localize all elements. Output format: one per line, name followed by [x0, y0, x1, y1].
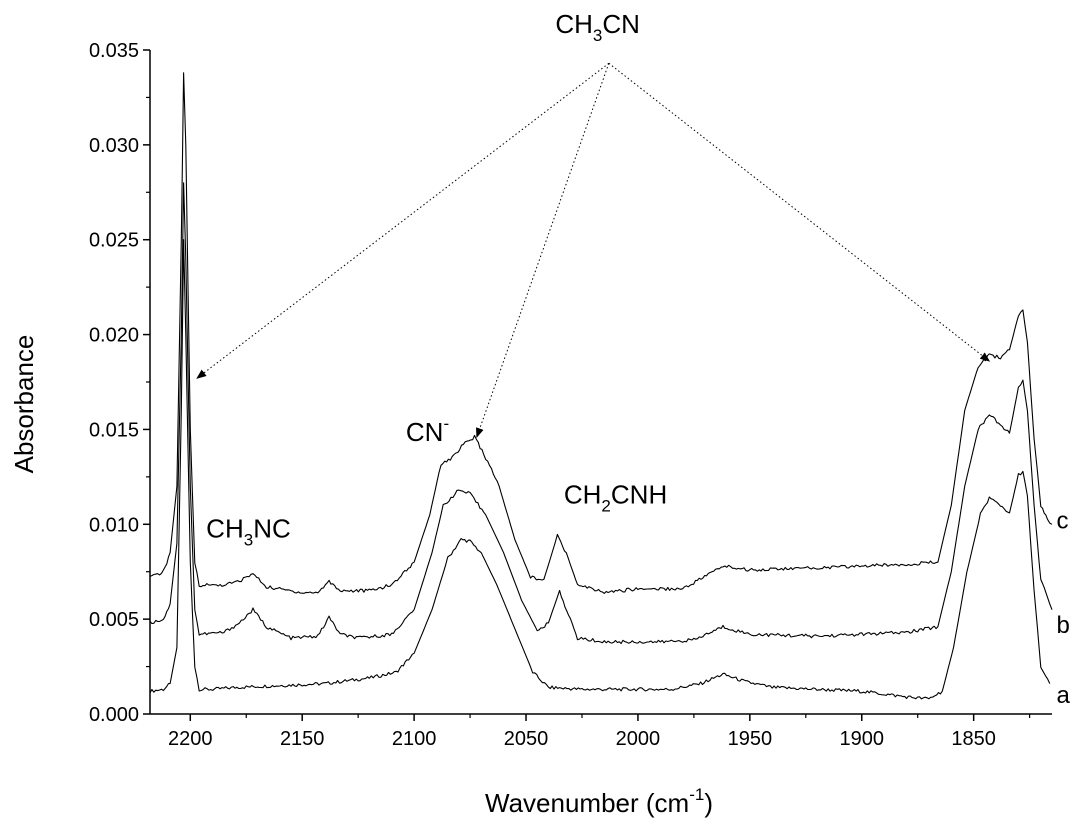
x-axis-title-superscript: -1 — [689, 785, 704, 804]
y-tick-label: 0.020 — [89, 325, 139, 347]
x-tick-label: 1850 — [951, 728, 996, 750]
x-tick-label: 1900 — [840, 728, 885, 750]
ch3cn-arrow-3 — [608, 62, 991, 362]
y-tick-label: 0.005 — [89, 609, 139, 631]
series-a-line — [149, 239, 1051, 700]
annotations: CH3NC CN- CH2CNH CH3CN — [206, 9, 667, 550]
x-axis: 2200 2150 2100 2050 2000 1950 1900 1850 — [168, 714, 1031, 750]
ch3cn-arrow-2 — [476, 63, 610, 438]
y-tick-label: 0.025 — [89, 230, 139, 252]
y-axis: 0.000 0.005 0.010 0.015 0.020 0.025 0.030 0.035 — [89, 40, 150, 726]
x-tick-label: 2000 — [616, 728, 661, 750]
plot-frame — [149, 50, 1052, 715]
series-layer: a b c — [149, 72, 1070, 709]
x-tick-label: 2050 — [504, 728, 549, 750]
y-axis-title: Absorbance — [9, 335, 39, 474]
y-tick-label: 0.035 — [89, 40, 139, 62]
x-tick-label: 1950 — [728, 728, 773, 750]
series-label-b: b — [1056, 612, 1069, 639]
x-tick-label: 2200 — [168, 728, 213, 750]
annotation-arrows — [196, 62, 991, 438]
annotation-ch3cn: CH3CN — [555, 9, 640, 45]
y-tick-label: 0.000 — [89, 704, 139, 726]
series-c-line — [149, 72, 1053, 594]
x-tick-label: 2150 — [280, 728, 325, 750]
annotation-ch2cnh: CH2CNH — [564, 479, 667, 515]
annotation-cn-minus: CN- — [406, 414, 449, 447]
series-label-c: c — [1056, 507, 1068, 534]
x-tick-label: 2100 — [392, 728, 437, 750]
series-label-a: a — [1056, 682, 1070, 709]
y-tick-label: 0.030 — [89, 135, 139, 157]
series-b-line — [149, 182, 1053, 645]
y-tick-label: 0.015 — [89, 419, 139, 441]
ch3cn-arrow-1 — [196, 62, 610, 379]
annotation-ch3nc: CH3NC — [206, 514, 291, 550]
y-tick-label: 0.010 — [89, 514, 139, 536]
x-axis-title: Wavenumber (cm-1) — [485, 785, 713, 818]
